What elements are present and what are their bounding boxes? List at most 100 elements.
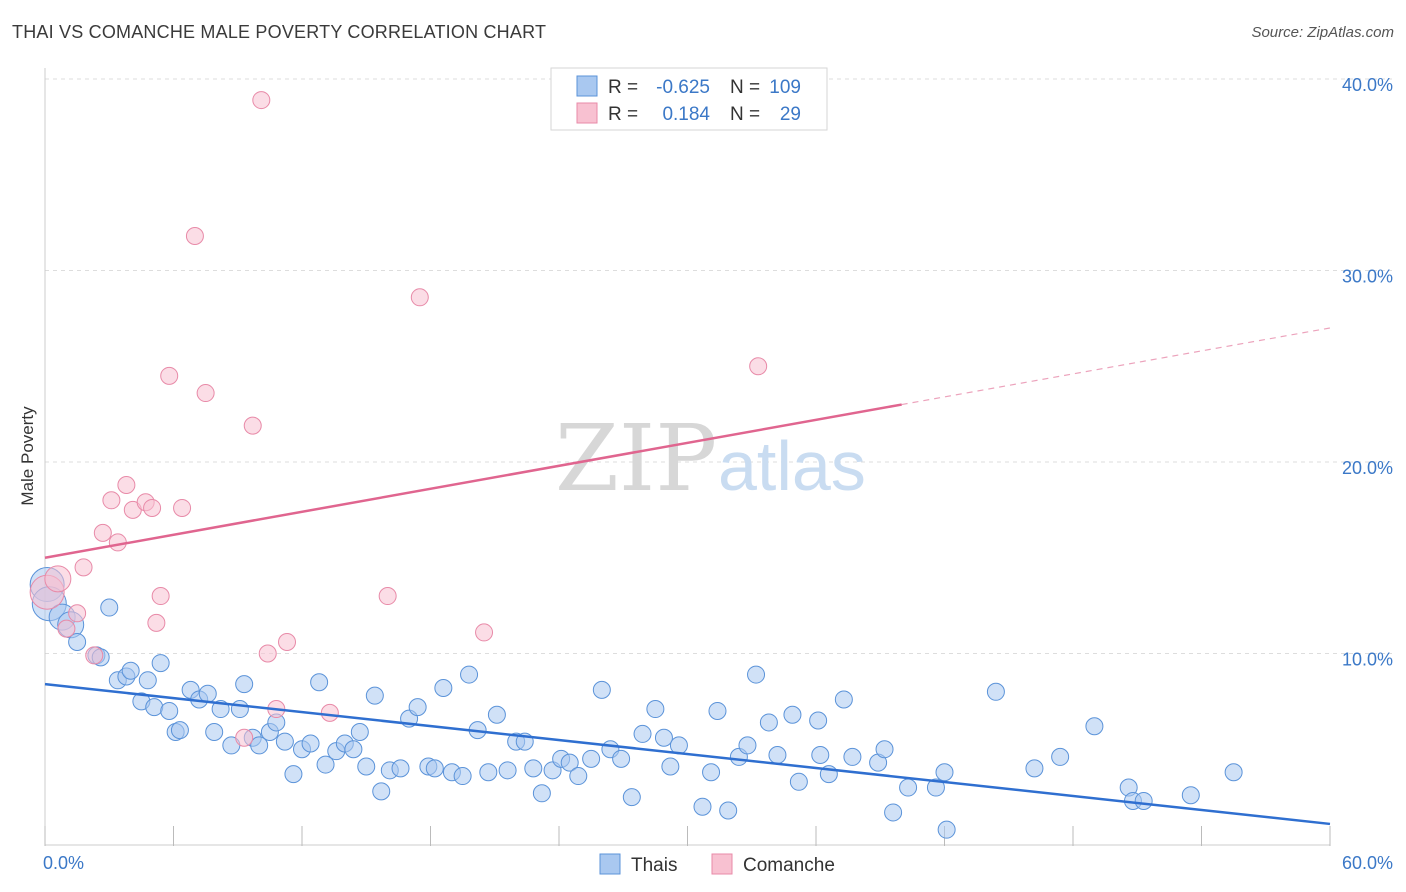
trend-line-thais (44, 682, 1331, 826)
point-thais (884, 803, 903, 822)
point-thais (926, 778, 945, 797)
point-thais (479, 763, 498, 782)
point-thais (310, 673, 329, 692)
bottom-legend-label-comanche: Comanche (743, 855, 835, 876)
y-tick-labels: 10.0% 20.0% 30.0% 40.0% (1342, 75, 1393, 670)
point-thais (524, 759, 543, 778)
series-points (29, 91, 1243, 839)
point-thais (275, 732, 294, 751)
grid-lines (45, 78, 1392, 654)
point-thais (738, 736, 757, 755)
point-comanche (235, 728, 254, 747)
bottom-legend-swatch-thais (599, 853, 621, 875)
point-thais (747, 665, 766, 684)
x-tick-labels: 0.0% 60.0% (43, 853, 1393, 873)
point-thais (121, 661, 140, 680)
point-thais (160, 701, 179, 720)
point-thais (935, 763, 954, 782)
point-comanche (151, 587, 170, 606)
point-comanche (320, 703, 339, 722)
point-thais (1134, 791, 1153, 810)
point-thais (230, 700, 249, 719)
point-thais (316, 755, 335, 774)
point-thais (145, 698, 164, 717)
point-thais (372, 782, 391, 801)
y-tick-label: 30.0% (1342, 267, 1393, 287)
point-comanche (196, 384, 215, 403)
point-thais (789, 772, 808, 791)
point-comanche (278, 633, 297, 652)
point-thais (1085, 717, 1104, 736)
point-thais (151, 654, 170, 673)
point-thais (569, 767, 588, 786)
point-comanche (85, 646, 104, 665)
point-thais (1224, 763, 1243, 782)
point-comanche (185, 227, 204, 246)
point-thais (357, 757, 376, 776)
point-thais (250, 736, 269, 755)
point-comanche (160, 366, 179, 385)
x-tick-label: 60.0% (1342, 853, 1393, 873)
point-comanche (475, 623, 494, 642)
legend-swatch-comanche (576, 102, 598, 124)
point-thais (391, 759, 410, 778)
point-comanche (143, 498, 162, 517)
bottom-legend-swatch-comanche (711, 853, 733, 875)
point-thais (633, 724, 652, 743)
point-thais (1181, 786, 1200, 805)
legend-n-label-comanche: N = (730, 104, 760, 125)
point-thais (100, 598, 119, 617)
legend-n-value-comanche: 29 (780, 104, 801, 125)
axes (44, 68, 1331, 846)
point-thais (68, 633, 87, 652)
point-thais (719, 801, 738, 820)
point-comanche (57, 619, 76, 638)
point-thais (875, 740, 894, 759)
trend-lines (44, 327, 1331, 826)
point-thais (425, 759, 444, 778)
point-thais (834, 690, 853, 709)
point-comanche (74, 558, 93, 577)
point-thais (235, 675, 254, 694)
point-comanche (410, 288, 429, 307)
point-comanche (173, 498, 192, 517)
point-thais (198, 684, 217, 703)
point-thais (434, 678, 453, 697)
bottom-legend: Thais Comanche (599, 853, 835, 876)
point-thais (365, 686, 384, 705)
legend-r-label-comanche: R = (608, 104, 638, 125)
point-thais (532, 784, 551, 803)
watermark: ZIP atlas (555, 405, 866, 512)
y-tick-label: 40.0% (1342, 75, 1393, 95)
point-comanche (93, 523, 112, 542)
point-thais (654, 728, 673, 747)
y-tick-label: 20.0% (1342, 458, 1393, 478)
point-thais (560, 753, 579, 772)
x-tick-label: 0.0% (43, 853, 84, 873)
point-thais (1025, 759, 1044, 778)
trend-line-comanche (44, 403, 902, 559)
point-thais (453, 767, 472, 786)
legend-n-label-thais: N = (730, 77, 760, 98)
point-thais (937, 820, 956, 839)
point-thais (708, 701, 727, 720)
point-comanche (252, 91, 271, 110)
point-thais (843, 747, 862, 766)
point-thais (138, 671, 157, 690)
legend-n-value-thais: 109 (769, 77, 801, 98)
bottom-legend-label-thais: Thais (631, 855, 677, 876)
legend-swatch-thais (576, 75, 598, 97)
legend-r-value-thais: -0.625 (656, 77, 710, 98)
point-thais (487, 705, 506, 724)
point-thais (693, 797, 712, 816)
point-thais (899, 778, 918, 797)
point-thais (783, 705, 802, 724)
point-thais (592, 680, 611, 699)
point-thais (408, 698, 427, 717)
series-comanche (29, 91, 768, 747)
point-thais (622, 788, 641, 807)
point-comanche (258, 644, 277, 663)
legend-r-value-comanche: 0.184 (662, 104, 710, 125)
point-thais (498, 761, 517, 780)
